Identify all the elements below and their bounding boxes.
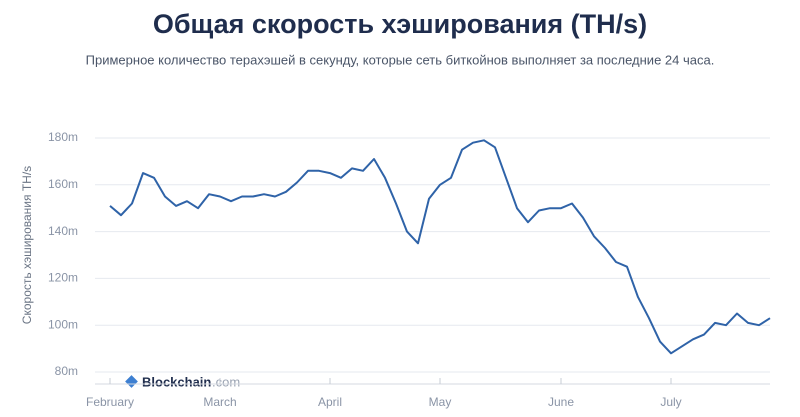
- y-tick-label: 180m: [48, 130, 78, 144]
- y-axis-label: Скорость хэширования TH/s: [20, 166, 34, 324]
- x-tick-label: April: [318, 395, 342, 409]
- y-tick-label: 100m: [48, 317, 78, 331]
- y-tick-label: 120m: [48, 271, 78, 285]
- x-tick-label: February: [86, 395, 134, 409]
- logo-icon: [125, 375, 138, 388]
- y-tick-label: 80m: [55, 364, 78, 378]
- chart-title: Общая скорость хэширования (TH/s): [153, 9, 647, 39]
- watermark-brand: Blockchain: [142, 374, 211, 389]
- x-tick-label: May: [429, 395, 452, 409]
- x-tick-label: July: [660, 395, 681, 409]
- series-line: [109, 139, 771, 355]
- y-tick-label: 140m: [48, 224, 78, 238]
- x-tick-label: June: [548, 395, 574, 409]
- chart-subtitle: Примерное количество терахэшей в секунду…: [86, 52, 715, 67]
- y-tick-label: 160m: [48, 177, 78, 191]
- watermark-domain: .com: [212, 374, 240, 389]
- x-tick-label: March: [203, 395, 236, 409]
